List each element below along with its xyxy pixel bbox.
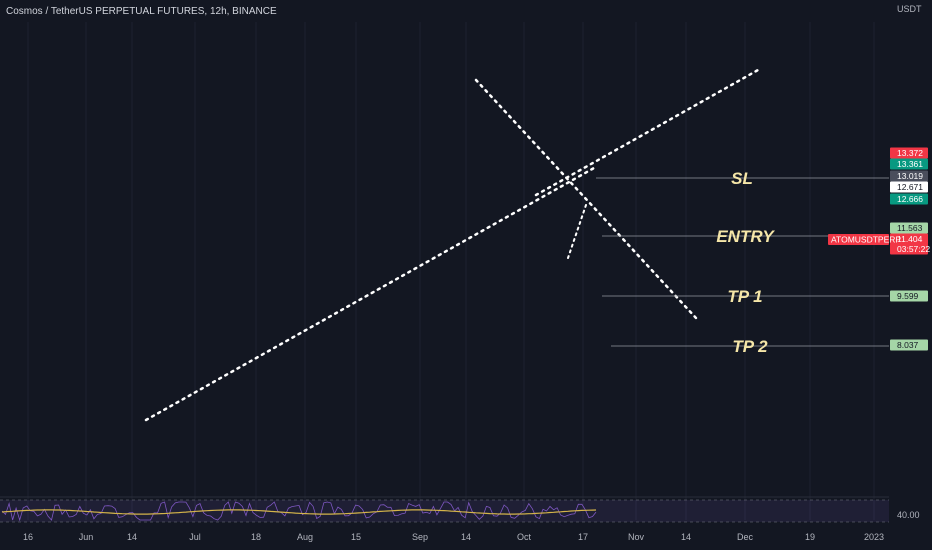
price-tag: [890, 339, 928, 351]
price-tag: [890, 233, 928, 245]
currency-label: USDT: [897, 4, 922, 14]
price-tag-label: 13.372: [897, 148, 923, 158]
price-tag-label: 13.361: [897, 159, 923, 169]
x-tick-label: 14: [681, 532, 691, 542]
rsi-value-label: 40.00: [897, 510, 920, 520]
price-tag-label: 11.404: [897, 234, 923, 244]
price-tag-label: 13.019: [897, 171, 923, 181]
x-tick-label: Dec: [737, 532, 754, 542]
price-tag: [890, 243, 928, 255]
price-tag-label: 8.037: [897, 340, 919, 350]
support-trendline: [144, 166, 596, 422]
x-tick-label: 19: [805, 532, 815, 542]
x-tick-label: Nov: [628, 532, 645, 542]
price-tag: [890, 147, 928, 159]
symbol-tag: [828, 234, 889, 245]
price-tag-label: 11.563: [897, 223, 923, 233]
chart-title: Cosmos / TetherUS PERPETUAL FUTURES, 12h…: [6, 6, 277, 17]
x-tick-label: 18: [251, 532, 261, 542]
x-tick-label: Jun: [79, 532, 94, 542]
x-tick-label: 2023: [864, 532, 884, 542]
price-tag: [890, 181, 928, 193]
price-tag-label: 03:57:22: [897, 244, 930, 254]
rsi-line: [1, 501, 597, 522]
x-tick-label: Sep: [412, 532, 428, 542]
x-tick-label: 16: [23, 532, 33, 542]
level-label: ENTRY: [716, 227, 775, 246]
x-tick-label: Aug: [297, 532, 313, 542]
price-axis[interactable]: USDT 18.00017.00016.00015.00014.00013.00…: [897, 0, 925, 14]
symbol-tag-label: ATOMUSDTPERP: [831, 235, 901, 245]
price-tag-label: 9.599: [897, 291, 919, 301]
trendlines: [144, 68, 760, 422]
x-tick-label: Oct: [517, 532, 532, 542]
resistance-trendline: [474, 78, 698, 320]
x-tick-label: Jul: [189, 532, 201, 542]
x-tick-label: 14: [461, 532, 471, 542]
x-tick-label: 15: [351, 532, 361, 542]
time-axis[interactable]: 16 Jun 14 Jul 18 Aug 15 Sep 14 Oct 17 Nov 14 Dec 19 202…: [23, 532, 884, 542]
price-tag: [890, 290, 928, 302]
price-tag-label: 12.666: [897, 194, 923, 204]
x-tick-label: 14: [127, 532, 137, 542]
grid: [27, 22, 875, 520]
rsi-pane: 40.00: [0, 496, 920, 523]
price-tag: [890, 170, 928, 182]
price-tag: [890, 158, 928, 170]
price-tag: [890, 193, 928, 205]
level-label: TP 2: [732, 337, 768, 356]
level-label: TP 1: [727, 287, 762, 306]
extended-trendline: [534, 68, 760, 197]
x-tick-label: 17: [578, 532, 588, 542]
price-tag: [890, 222, 928, 234]
rsi-ma-line: [1, 509, 597, 515]
level-label: SL: [731, 169, 753, 188]
price-tag-label: 12.671: [897, 182, 923, 192]
